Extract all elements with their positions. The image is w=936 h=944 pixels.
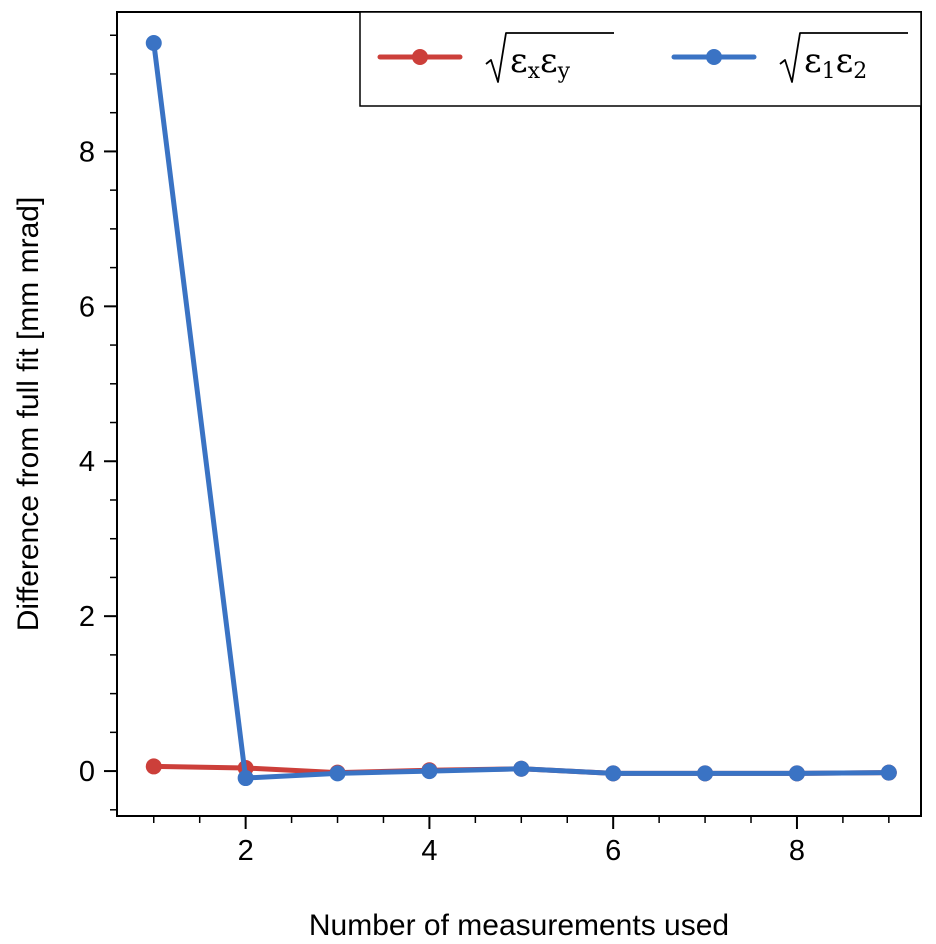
legend-symbol: ε — [804, 41, 822, 81]
legend-radical — [485, 32, 614, 83]
data-point — [513, 760, 530, 777]
data-point — [880, 764, 897, 781]
y-tick-label: 6 — [79, 291, 95, 323]
legend-subscript: 1 — [822, 59, 836, 84]
legend-subscript: 2 — [853, 59, 867, 84]
data-point — [788, 765, 805, 782]
legend-symbol: ε — [836, 41, 854, 81]
legend-label: εxεy — [510, 41, 571, 84]
y-tick-label: 2 — [79, 601, 95, 633]
x-tick-label: 2 — [238, 835, 254, 867]
y-axis-label: Difference from full fit [mm mrad] — [12, 197, 45, 632]
legend-symbol: ε — [510, 41, 528, 81]
x-axis: 2 4 6 8 — [153, 816, 890, 867]
data-point — [237, 770, 254, 787]
data-point — [421, 763, 438, 780]
legend-item-1: εxεy — [377, 32, 614, 84]
data-point — [145, 758, 162, 775]
x-tick-label: 4 — [421, 835, 437, 867]
legend-label: ε1ε2 — [804, 41, 867, 84]
series-2 — [145, 34, 897, 787]
data-point — [697, 765, 714, 782]
data-point — [329, 765, 346, 782]
legend-radical — [779, 32, 908, 83]
legend: εxεy ε1ε2 — [359, 11, 922, 107]
series-line — [151, 40, 892, 781]
y-tick-label: 8 — [79, 136, 95, 168]
x-tick-label: 8 — [789, 835, 805, 867]
legend-subscript: x — [528, 59, 541, 84]
series-layer — [145, 34, 897, 787]
y-axis: 0 2 4 6 8 — [79, 34, 117, 811]
legend-swatch-marker — [412, 49, 428, 65]
x-tick-label: 6 — [605, 835, 621, 867]
x-axis-label: Number of measurements used — [309, 909, 729, 942]
legend-symbol: ε — [540, 41, 558, 81]
legend-swatch-marker — [706, 49, 722, 65]
legend-items: εxεy ε1ε2 — [377, 32, 908, 84]
legend-item-2: ε1ε2 — [671, 32, 908, 84]
y-tick-label: 0 — [79, 756, 95, 788]
data-point — [605, 765, 622, 782]
y-tick-label: 4 — [79, 446, 95, 478]
data-point — [145, 34, 162, 51]
legend-subscript: y — [557, 59, 571, 84]
